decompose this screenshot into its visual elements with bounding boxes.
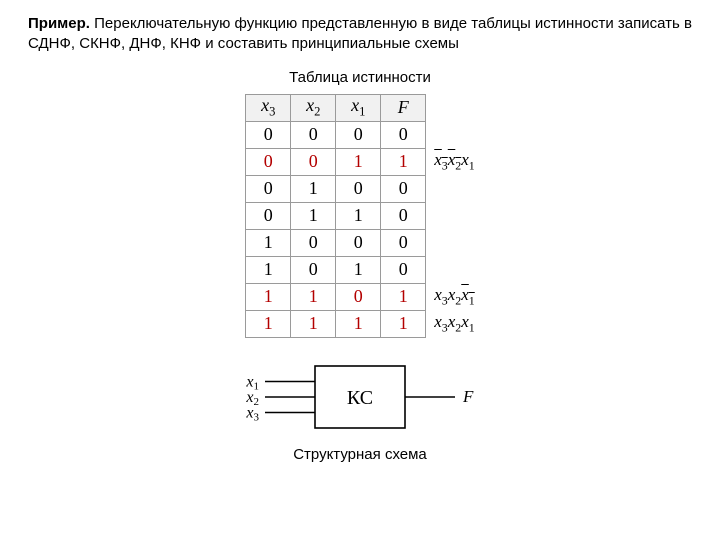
table-cell: 1 (246, 229, 291, 256)
annotation-cell (434, 230, 475, 257)
annotation-cell: x3x2x1 (434, 149, 475, 176)
table-cell: 0 (291, 229, 336, 256)
truth-table-header: x1 (336, 94, 381, 121)
table-row: 0011 (246, 148, 426, 175)
table-cell: 1 (381, 148, 426, 175)
block-diagram: КСx1x2x3F (233, 358, 487, 436)
annotation-column: x3x2x1x3x2x1x3x2x1 (434, 94, 475, 338)
table-cell: 0 (381, 121, 426, 148)
table-cell: 1 (246, 283, 291, 310)
table-cell: 1 (381, 310, 426, 337)
annotation-cell: x3x2x1 (434, 311, 475, 338)
table-row: 0110 (246, 202, 426, 229)
table-cell: 0 (246, 202, 291, 229)
diagram-title: Структурная схема (28, 446, 692, 463)
table-cell: 0 (246, 175, 291, 202)
diagram-output-label: F (462, 387, 474, 406)
table-cell: 1 (291, 202, 336, 229)
annotation-cell (434, 122, 475, 149)
truth-table-title: Таблица истинности (28, 69, 692, 86)
table-cell: 0 (291, 256, 336, 283)
table-cell: 0 (381, 256, 426, 283)
table-cell: 0 (381, 229, 426, 256)
table-cell: 0 (336, 121, 381, 148)
table-cell: 1 (246, 256, 291, 283)
truth-table: x3x2x1F 00000011010001101000101011011111 (245, 94, 426, 338)
block-label: КС (347, 387, 373, 409)
annotation-cell (434, 176, 475, 203)
table-cell: 0 (336, 229, 381, 256)
table-cell: 1 (291, 175, 336, 202)
table-cell: 1 (336, 256, 381, 283)
annotation-cell (434, 257, 475, 284)
intro-rest: Переключательную функцию представленную … (28, 15, 692, 52)
table-cell: 0 (336, 283, 381, 310)
table-cell: 0 (291, 121, 336, 148)
table-cell: 1 (336, 310, 381, 337)
table-cell: 0 (246, 121, 291, 148)
annotation-cell (434, 203, 475, 230)
table-cell: 1 (246, 310, 291, 337)
table-row: 1000 (246, 229, 426, 256)
truth-table-header: x3 (246, 94, 291, 121)
table-cell: 0 (381, 175, 426, 202)
table-cell: 1 (336, 202, 381, 229)
table-row: 1111 (246, 310, 426, 337)
truth-table-header: F (381, 94, 426, 121)
intro-paragraph: Пример. Переключательную функцию предста… (28, 14, 692, 55)
table-cell: 0 (291, 148, 336, 175)
intro-bold: Пример. (28, 15, 90, 32)
table-row: 0000 (246, 121, 426, 148)
table-cell: 1 (291, 283, 336, 310)
table-cell: 1 (381, 283, 426, 310)
annotation-cell: x3x2x1 (434, 284, 475, 311)
table-cell: 0 (336, 175, 381, 202)
table-cell: 0 (246, 148, 291, 175)
table-row: 1010 (246, 256, 426, 283)
table-cell: 0 (381, 202, 426, 229)
table-row: 1101 (246, 283, 426, 310)
table-cell: 1 (336, 148, 381, 175)
table-row: 0100 (246, 175, 426, 202)
table-cell: 1 (291, 310, 336, 337)
truth-table-header: x2 (291, 94, 336, 121)
